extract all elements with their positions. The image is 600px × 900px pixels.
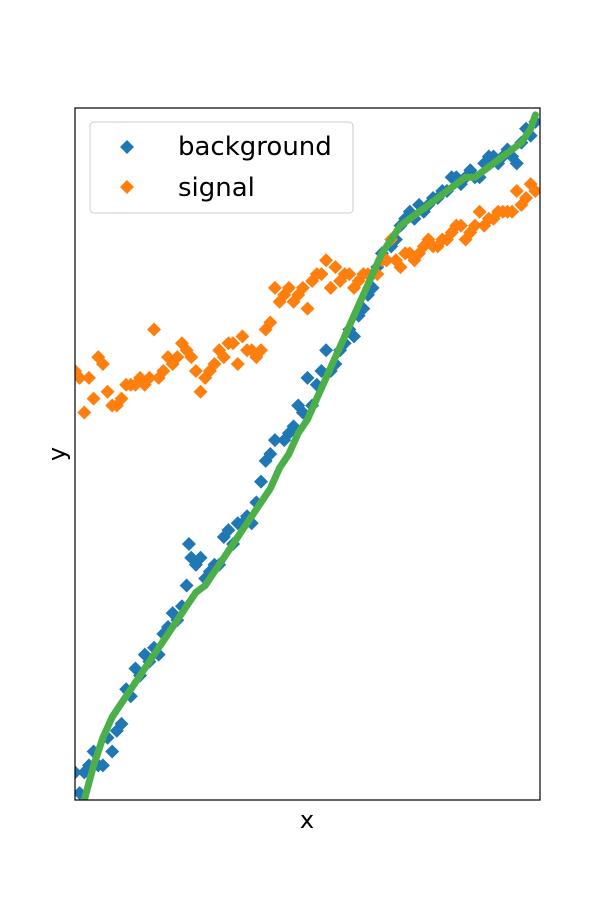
signal-point [393, 260, 408, 275]
signal-point [295, 280, 310, 295]
y-axis-label: y [43, 447, 71, 461]
background-point [319, 343, 334, 358]
signal-point [184, 350, 199, 365]
signal-point [193, 384, 208, 399]
background-point [263, 447, 278, 461]
signal-point [407, 253, 422, 268]
signal-point [147, 322, 162, 337]
data-layer [75, 111, 540, 800]
background-point [509, 156, 524, 171]
signal-point [472, 204, 487, 219]
signal-point [75, 370, 87, 385]
signal-point [519, 190, 534, 205]
signal-point [453, 218, 468, 233]
background-point [300, 370, 315, 385]
signal-point [267, 280, 282, 295]
signal-point [328, 260, 343, 275]
x-axis-label: x [300, 806, 314, 834]
signal-point [100, 384, 115, 399]
signal-point [300, 301, 315, 316]
background-point [181, 536, 196, 551]
signal-point [314, 267, 329, 282]
signal-point [244, 343, 259, 358]
signal-point [86, 391, 101, 406]
signal-point [379, 253, 394, 268]
plot-marks [75, 111, 540, 800]
signal-point [188, 363, 203, 378]
signal-point [528, 184, 540, 199]
legend-label-background: background [178, 132, 332, 162]
signal-point [114, 391, 129, 406]
background-point [95, 758, 110, 773]
signal-point [281, 280, 296, 295]
background-point [179, 578, 194, 593]
signal-point [156, 363, 171, 378]
signal-point [509, 184, 524, 199]
legend-marker-signal [120, 180, 134, 194]
signal-point [226, 336, 241, 351]
signal-point [323, 280, 338, 295]
background-point [193, 550, 208, 565]
signal-point [319, 253, 334, 268]
signal-point [467, 218, 482, 233]
plot-frame [74, 107, 541, 801]
signal-point [254, 343, 268, 358]
fit-curve [80, 111, 539, 800]
signal-point [142, 370, 157, 385]
signal-point [216, 350, 231, 365]
signal-point [77, 405, 92, 420]
legend-label-signal: signal [178, 173, 255, 203]
signal-point [81, 370, 96, 385]
signal-point [230, 357, 245, 372]
background-point [221, 523, 236, 538]
signal-point [342, 267, 357, 282]
background-point [114, 716, 129, 731]
background-point [347, 329, 361, 344]
signal-point [505, 204, 520, 219]
background-point [75, 786, 87, 800]
background-point [254, 474, 268, 489]
signal-point [207, 357, 222, 372]
legend-box [89, 121, 354, 214]
legend-marker-background [120, 140, 134, 154]
signal-point [95, 357, 110, 372]
signal-point [263, 315, 278, 330]
signal-point [170, 350, 185, 365]
background-point [105, 744, 120, 759]
background-point [267, 433, 282, 448]
signal-point [235, 329, 250, 344]
legend: background signal [89, 121, 354, 214]
